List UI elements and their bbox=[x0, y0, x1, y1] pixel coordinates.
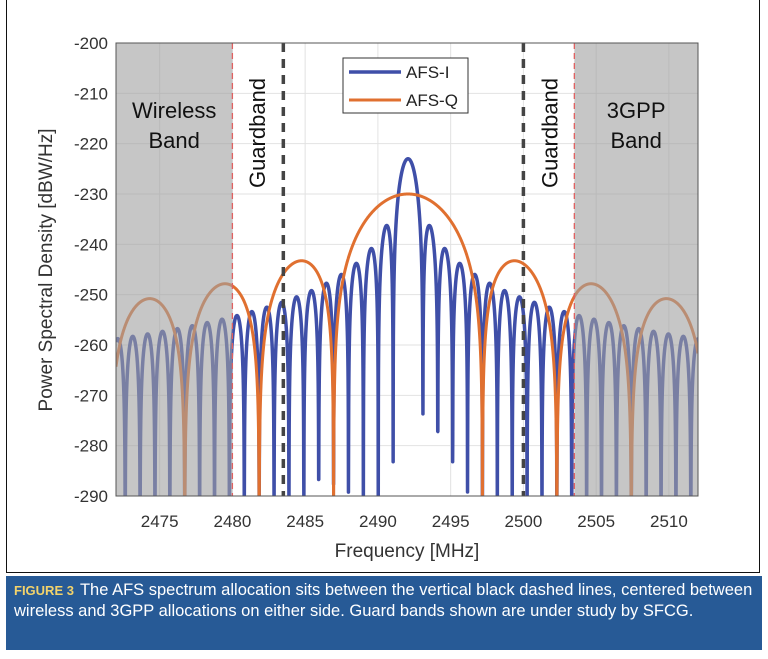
figure-caption: FIGURE 3 The AFS spectrum allocation sits… bbox=[6, 576, 762, 650]
y-tick-label: -270 bbox=[74, 386, 108, 405]
guardband-label: Guardband bbox=[538, 78, 563, 188]
y-tick-label: -240 bbox=[74, 235, 108, 254]
figure-frame bbox=[6, 0, 760, 573]
x-tick-label: 2485 bbox=[286, 512, 324, 531]
y-tick-label: -210 bbox=[74, 84, 108, 103]
band-label: Band bbox=[149, 128, 200, 153]
legend-label-afs-i: AFS-I bbox=[406, 63, 449, 82]
x-tick-label: 2490 bbox=[359, 512, 397, 531]
x-axis-label: Frequency [MHz] bbox=[335, 541, 480, 562]
band-label: 3GPP bbox=[607, 98, 666, 123]
y-tick-label: -250 bbox=[74, 286, 108, 305]
x-tick-label: 2480 bbox=[213, 512, 251, 531]
x-tick-label: 2510 bbox=[650, 512, 688, 531]
legend: AFS-I AFS-Q bbox=[342, 57, 469, 114]
x-tick-label: 2500 bbox=[504, 512, 542, 531]
caption-text: The AFS spectrum allocation sits between… bbox=[14, 581, 753, 620]
y-tick-label: -280 bbox=[74, 437, 108, 456]
legend-label-afs-q: AFS-Q bbox=[406, 91, 458, 110]
y-axis-label: Power Spectral Density [dBW/Hz] bbox=[36, 129, 57, 412]
y-tick-label: -290 bbox=[74, 487, 108, 506]
band-label: Wireless bbox=[132, 98, 216, 123]
x-tick-label: 2495 bbox=[432, 512, 470, 531]
band-label: Band bbox=[610, 128, 661, 153]
caption-label: FIGURE 3 bbox=[14, 583, 74, 598]
guardband-label: Guardband bbox=[245, 78, 270, 188]
shaded-band-region bbox=[116, 43, 233, 496]
y-tick-label: -220 bbox=[74, 135, 108, 154]
y-tick-label: -200 bbox=[74, 34, 108, 53]
y-tick-label: -260 bbox=[74, 336, 108, 355]
x-tick-label: 2475 bbox=[141, 512, 179, 531]
x-tick-label: 2505 bbox=[577, 512, 615, 531]
y-tick-label: -230 bbox=[74, 185, 108, 204]
plot-border bbox=[115, 42, 699, 497]
psd-chart: 2475 2480 2485 2490 2495 2500 2505 2510 -200 -21… bbox=[36, 34, 699, 562]
shaded-band-region bbox=[574, 43, 698, 496]
